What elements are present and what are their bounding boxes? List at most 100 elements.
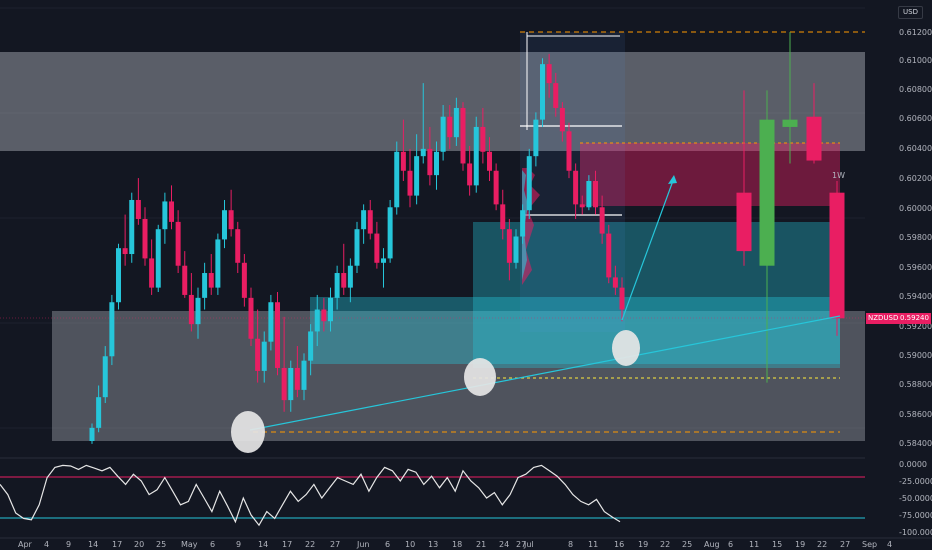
candle-body: [619, 287, 625, 310]
candle-body: [506, 229, 512, 263]
y-tick: 0.60000: [899, 204, 932, 213]
rsi-tick: 0.0000: [899, 460, 927, 469]
candle-body: [202, 273, 208, 298]
candle-body: [586, 180, 592, 208]
x-tick: 4: [887, 540, 892, 549]
x-tick: 8: [568, 540, 573, 549]
y-tick: 0.58800: [899, 380, 932, 389]
x-tick: 27: [516, 540, 526, 549]
y-tick: 0.58400: [899, 439, 932, 448]
x-tick: 16: [614, 540, 624, 549]
x-tick: Jun: [356, 540, 370, 549]
candle-body: [467, 163, 473, 186]
candle-body: [806, 116, 822, 161]
candle-body: [829, 192, 845, 319]
candle-body: [116, 248, 121, 303]
cyan-demand-zone: [310, 297, 840, 364]
candle-body: [281, 367, 287, 401]
x-tick: 15: [772, 540, 782, 549]
candle-body: [301, 360, 307, 390]
trendline: [249, 315, 841, 431]
candle-body: [275, 302, 280, 368]
candle-body: [546, 64, 552, 84]
candle-body: [374, 233, 380, 263]
candle-body: [182, 265, 188, 295]
zones: [0, 32, 865, 441]
candle-body: [420, 148, 426, 157]
x-tick: 22: [817, 540, 827, 549]
candle-body: [500, 204, 506, 230]
candle-body: [559, 107, 565, 132]
candle-body: [387, 207, 393, 259]
candle-body: [427, 148, 433, 176]
candle-body: [513, 236, 519, 263]
swing-low-marker-1: [231, 411, 265, 453]
swing-low-marker-3: [612, 330, 640, 366]
projection-arrow: [621, 177, 675, 321]
candle-body: [241, 262, 247, 298]
rsi-tick: -75.0000: [899, 511, 932, 520]
candle-body: [473, 126, 479, 186]
candle-body: [149, 258, 155, 288]
candle-body: [175, 221, 181, 266]
candle-body: [122, 248, 128, 255]
x-tick: May: [181, 540, 198, 549]
x-tick: 18: [452, 540, 462, 549]
candle-body: [447, 116, 453, 138]
y-tick: 0.59600: [899, 263, 932, 272]
x-tick: 17: [112, 540, 122, 549]
last-price-badge: 0.59240: [898, 313, 931, 324]
x-tick: 6: [385, 540, 390, 549]
x-tick: 11: [588, 540, 598, 549]
candle-body: [334, 273, 340, 298]
candle-body: [759, 119, 775, 266]
candle-body: [782, 119, 798, 127]
rsi-tick: -25.0000: [899, 477, 932, 486]
x-tick: Sep: [862, 540, 877, 549]
candle-body: [606, 233, 612, 278]
candle-body: [520, 210, 526, 237]
candle-body: [480, 126, 486, 152]
candle-body: [526, 156, 532, 211]
candle-body: [89, 427, 95, 441]
x-tick: 17: [282, 540, 292, 549]
candle-body: [553, 83, 559, 108]
currency-label[interactable]: USD: [898, 6, 923, 19]
candle-body: [155, 229, 161, 288]
price-axis[interactable]: 0.61200 0.61000 0.60800 0.60600 0.60400 …: [865, 0, 932, 550]
y-tick: 0.60200: [899, 174, 932, 183]
candle-body: [129, 199, 135, 255]
x-tick: 9: [66, 540, 71, 549]
candle-body: [573, 170, 579, 205]
candle-body: [135, 199, 141, 219]
candle-body: [493, 170, 499, 205]
x-tick: 24: [499, 540, 509, 549]
candle-body: [599, 207, 605, 234]
swing-low-marker-2: [464, 358, 496, 396]
candle-body: [354, 229, 360, 266]
candle-body: [341, 273, 347, 288]
candle-body: [255, 338, 261, 371]
y-tick: 0.60600: [899, 114, 932, 123]
candle-body: [222, 210, 227, 240]
time-axis[interactable]: Apr 4 9 14 17 20 25 May 6 9 14 17 22 27 …: [0, 537, 932, 549]
candle-body: [288, 367, 294, 401]
candle-body: [261, 341, 267, 371]
rsi-line: [0, 464, 621, 527]
candle-body: [394, 151, 400, 208]
arrow-head: [668, 175, 677, 184]
candle-body: [487, 151, 492, 171]
candle-body: [736, 192, 752, 252]
weekly-candles: [736, 32, 845, 383]
volume-profile: [522, 168, 540, 285]
x-tick: 21: [476, 540, 486, 549]
candle-body: [102, 356, 108, 398]
candle-body: [347, 265, 353, 288]
y-tick: 0.60400: [899, 144, 932, 153]
candle-body: [169, 201, 174, 222]
gray-supply-zone: [0, 52, 865, 151]
candle-body: [248, 297, 254, 339]
candle-body: [268, 302, 274, 342]
candle-body: [188, 294, 194, 325]
